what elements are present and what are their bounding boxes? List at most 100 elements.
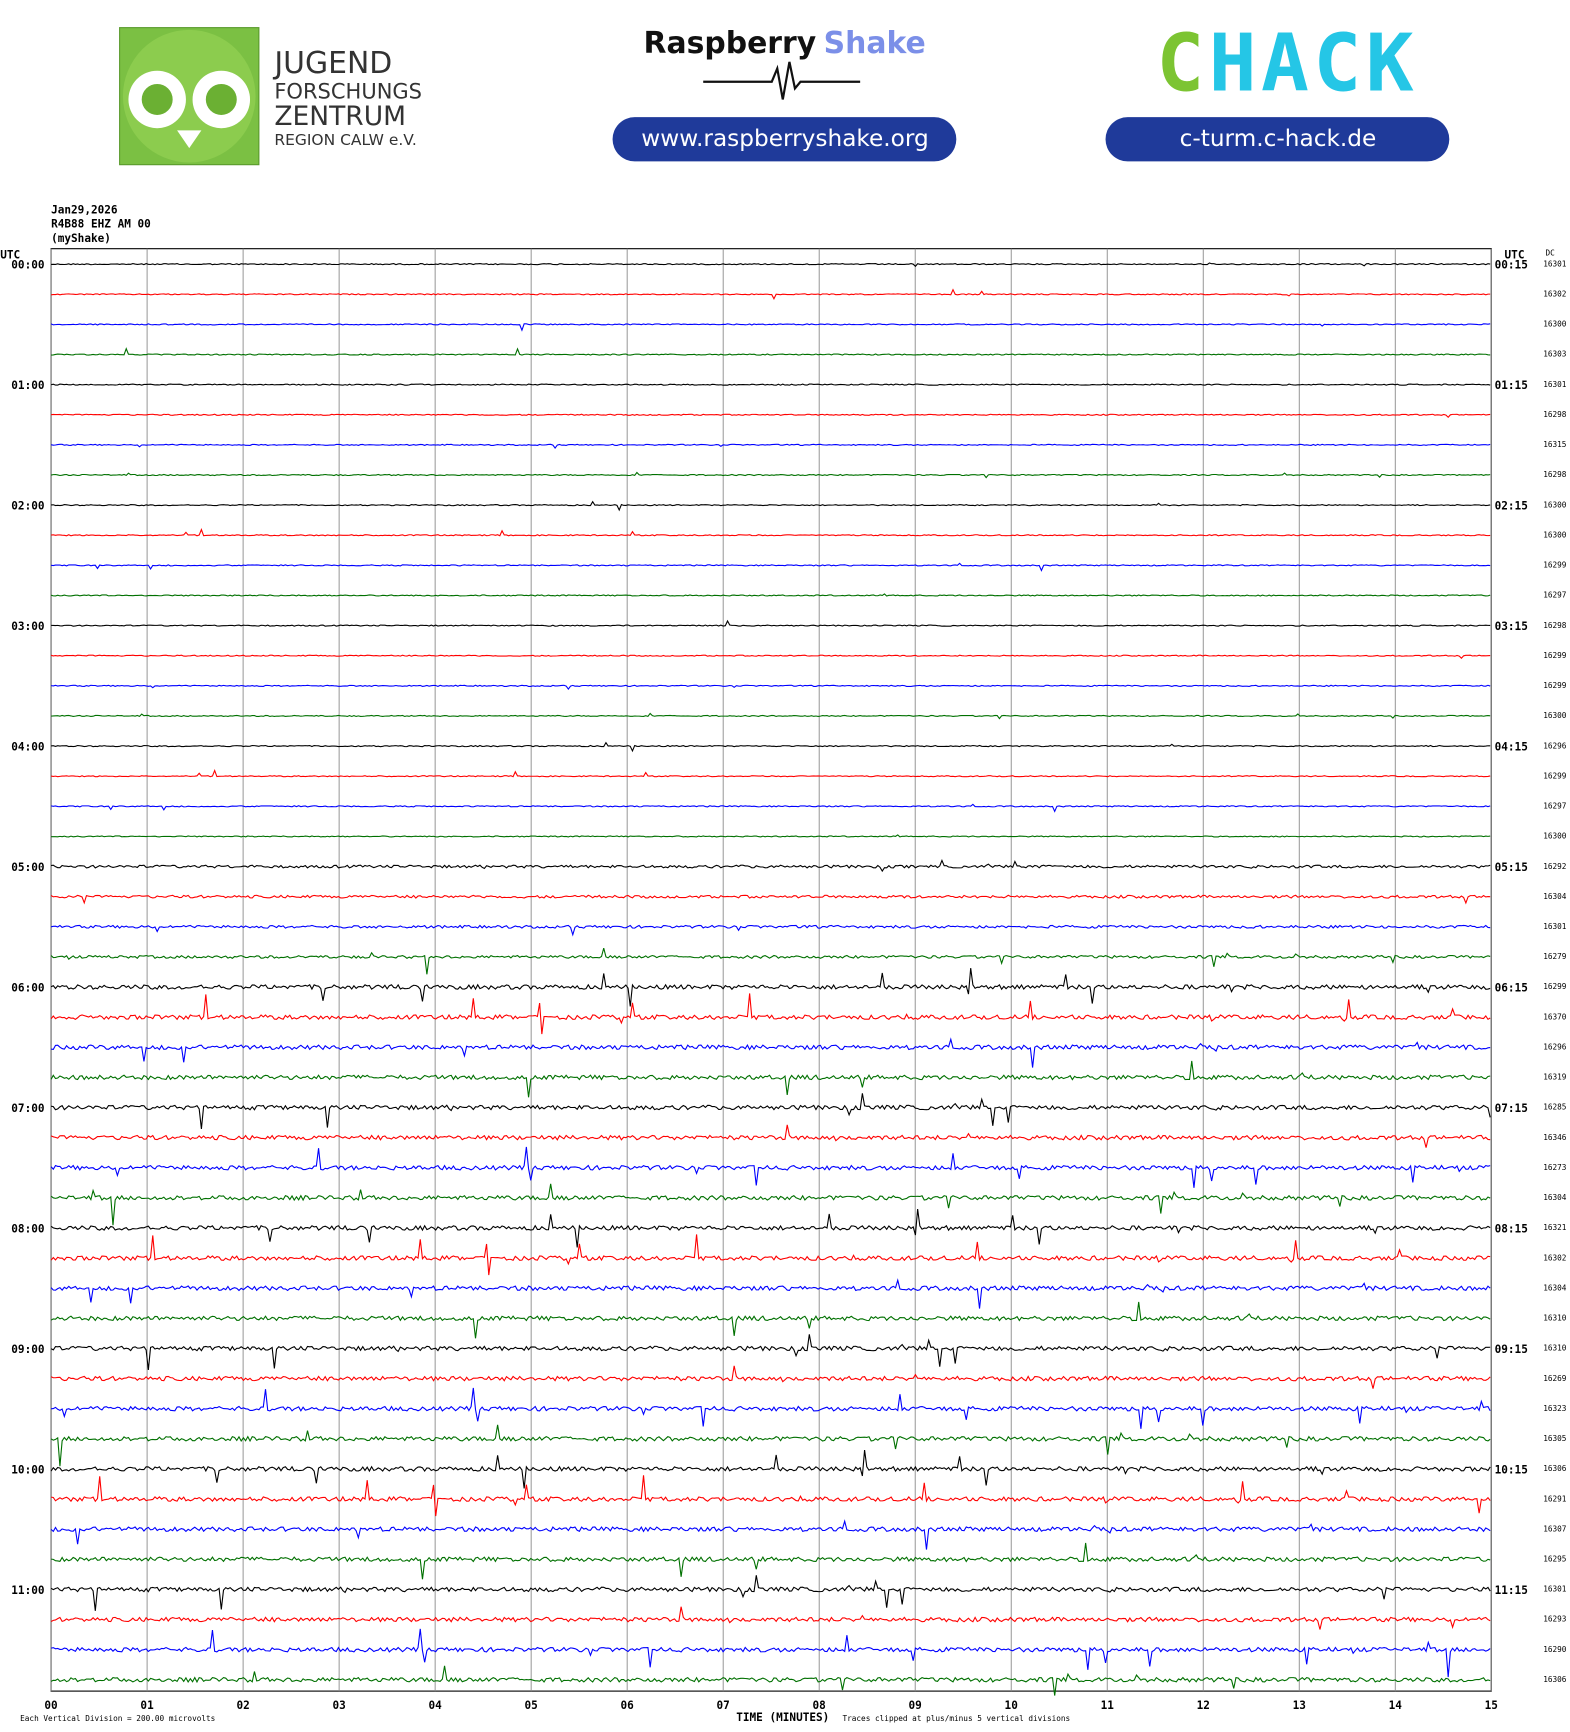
x-tick-label: 04 (428, 1699, 442, 1712)
dc-value: 16304 (1543, 1193, 1567, 1202)
trace (50, 443, 1491, 450)
dc-value: 16304 (1543, 892, 1567, 901)
trace (51, 741, 1491, 753)
dc-value: 16291 (1543, 1494, 1567, 1503)
time-label-left: 04:00 (11, 740, 44, 753)
time-label-right: 09:15 (1495, 1343, 1528, 1356)
dc-value: 16301 (1543, 259, 1567, 268)
time-label-right: 05:15 (1495, 861, 1528, 874)
trace (50, 1278, 1491, 1309)
jfz-beak (177, 130, 202, 149)
x-tick-label: 15 (1485, 1699, 1498, 1712)
chack-pill (1105, 117, 1450, 162)
utc-right: UTC (1505, 249, 1525, 262)
trace (51, 347, 1491, 356)
trace (50, 1301, 1491, 1339)
trace (51, 834, 1491, 838)
time-label-left: 11:00 (11, 1584, 44, 1597)
source: (myShake) (51, 232, 111, 245)
time-label-left: 09:00 (11, 1343, 44, 1356)
dc-value: 16300 (1543, 320, 1567, 329)
chack-text: CHACK (1156, 17, 1418, 110)
time-label-left: 03:00 (11, 620, 44, 633)
dc-value: 16304 (1543, 1283, 1567, 1292)
x-tick-label: 02 (236, 1699, 249, 1712)
jfz-logo: JUGEND FORSCHUNGS ZENTRUM REGION CALW e.… (119, 27, 422, 166)
time-label-right: 01:15 (1495, 379, 1528, 392)
time-label-left: 01:00 (11, 379, 44, 392)
trace (51, 1037, 1491, 1068)
trace (50, 1093, 1491, 1130)
scale-note: Each Vertical Division = 200.00 microvol… (20, 1714, 215, 1723)
time-label-left: 02:00 (11, 500, 44, 513)
trace (51, 562, 1491, 572)
rs-logo: Raspberry Shake www.raspberryshake.org (612, 26, 957, 162)
dc-value: 16346 (1543, 1133, 1567, 1142)
jfz-text: FORSCHUNGS (274, 79, 422, 103)
dc-value: 16319 (1543, 1073, 1567, 1082)
x-tick-label: 12 (1197, 1699, 1210, 1712)
x-tick-label: 06 (621, 1699, 635, 1712)
trace (50, 1665, 1491, 1696)
dc-value: 16298 (1543, 470, 1567, 479)
clip-note: Traces clipped at plus/minus 5 vertical … (842, 1714, 1070, 1723)
dc-value: 16279 (1543, 952, 1567, 961)
trace (50, 383, 1491, 386)
dc-value: 16321 (1543, 1223, 1567, 1232)
dc-value: 16290 (1543, 1645, 1567, 1654)
trace (50, 1628, 1491, 1678)
trace (50, 593, 1491, 597)
x-tick-label: 14 (1389, 1699, 1403, 1712)
time-label-right: 04:15 (1495, 740, 1528, 753)
dc-value: 16303 (1543, 350, 1567, 359)
dc-value: 16300 (1543, 832, 1567, 841)
dc-value: 16273 (1543, 1163, 1567, 1172)
rs-url: www.raspberryshake.org (641, 125, 929, 152)
trace (50, 1424, 1491, 1467)
jfz-text: JUGEND (272, 46, 392, 81)
dc-value: 16299 (1543, 681, 1567, 690)
plot-frame (50, 248, 1492, 1692)
dc-value: 16296 (1543, 1042, 1567, 1051)
dc-value: 16299 (1543, 982, 1567, 991)
trace (51, 413, 1491, 419)
trace (50, 1519, 1491, 1550)
jfz-circle (122, 29, 256, 163)
trace (50, 471, 1491, 479)
trace (50, 768, 1491, 778)
dc-value: 16310 (1543, 1314, 1567, 1323)
dc-value: 16296 (1543, 741, 1567, 750)
dc-value: 16285 (1543, 1103, 1567, 1112)
trace (50, 1060, 1491, 1098)
trace (50, 1209, 1491, 1248)
dc-value: 16300 (1543, 500, 1567, 509)
trace (51, 527, 1491, 537)
trace (51, 1542, 1491, 1580)
dc-value: 16298 (1543, 410, 1567, 419)
chack-url: c-turm.c-hack.de (1180, 125, 1377, 152)
trace (51, 619, 1491, 627)
x-tick-label: 13 (1293, 1699, 1306, 1712)
dc-value: 16300 (1543, 711, 1567, 720)
trace (50, 947, 1491, 975)
trace (50, 1124, 1491, 1148)
chack-hack: HACK (1209, 17, 1418, 110)
dc-value: 16297 (1543, 591, 1567, 600)
dc-value: 16293 (1543, 1615, 1567, 1624)
time-label-left: 06:00 (11, 981, 44, 994)
x-tick-label: 03 (332, 1699, 345, 1712)
trace (50, 654, 1491, 659)
time-label-left: 05:00 (11, 861, 44, 874)
jfz-pupil (141, 84, 173, 115)
rs-pill (612, 117, 957, 162)
time-label-right: 03:15 (1495, 620, 1528, 633)
x-tick-label: 07 (717, 1699, 730, 1712)
x-tick-label: 08 (813, 1699, 826, 1712)
station: R4B88 EHZ AM 00 (51, 218, 151, 231)
dc-value: 16370 (1543, 1012, 1567, 1021)
date: Jan29,2026 (51, 203, 118, 216)
utc-left: UTC (0, 249, 20, 262)
trace (50, 1146, 1491, 1188)
trace (50, 1365, 1491, 1389)
